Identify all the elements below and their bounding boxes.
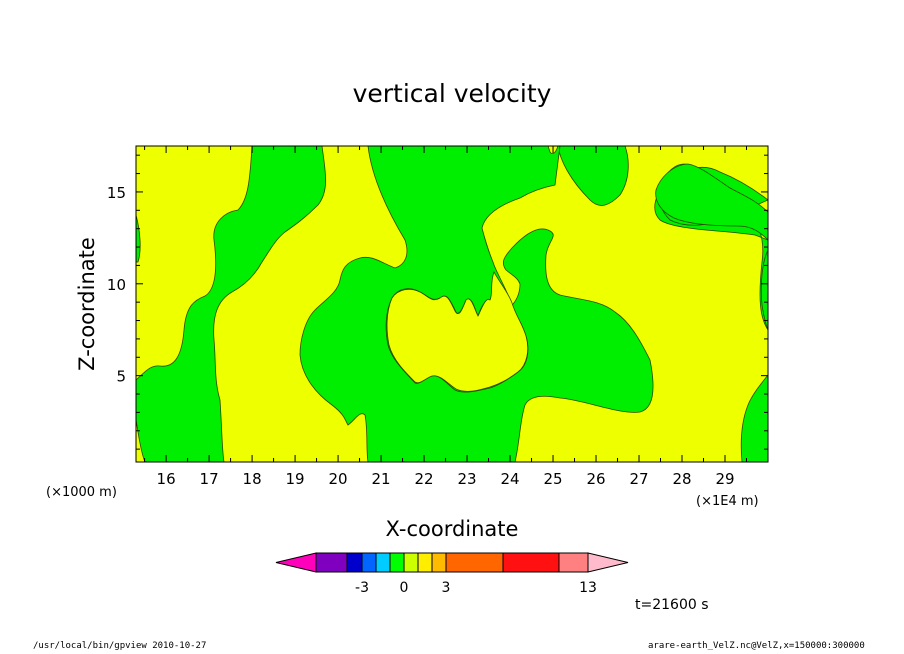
x-axis-label: X-coordinate: [386, 517, 519, 541]
x-tick-label: 26: [586, 470, 605, 488]
x-tick-label: 20: [329, 470, 348, 488]
x-tick-label: 25: [543, 470, 562, 488]
y-tick-label: 15: [107, 184, 126, 202]
time-label: t=21600 s: [635, 597, 709, 613]
contour-island: [386, 271, 529, 392]
y-tick-label: 10: [107, 276, 126, 294]
colorbar-segment: [275, 552, 317, 573]
x-tick-label: 23: [458, 470, 477, 488]
plot-area: [135, 145, 769, 463]
colorbar-tick-label: 3: [442, 580, 451, 596]
colorbar-segment: [389, 552, 405, 573]
contour-region-column-left: [136, 146, 326, 462]
x-tick-label: 18: [243, 470, 262, 488]
plot-frame: [135, 145, 769, 463]
y-axis-label: Z-coordinate: [75, 237, 99, 371]
colorbar-segment: [445, 552, 504, 573]
x-tick-label: 28: [672, 470, 691, 488]
x-tick-label: 24: [500, 470, 519, 488]
x-unit-right: (×1E4 m): [696, 494, 759, 509]
colorbar-tick-label: -3: [355, 580, 369, 596]
x-tick-label: 29: [715, 470, 734, 488]
x-tick-label: 27: [629, 470, 648, 488]
colorbar-segment: [403, 552, 419, 573]
x-tick-label: 17: [200, 470, 219, 488]
x-tick-label: 22: [415, 470, 434, 488]
colorbar-tick-label: 13: [579, 580, 597, 596]
colorbar-segment: [346, 552, 363, 573]
contour-region-right-bottom: [740, 374, 768, 462]
colorbar-segment: [502, 552, 560, 573]
colorbar-segment: [431, 552, 447, 573]
contour-region-center-main: [299, 146, 654, 462]
footer-right: arare-earth_VelZ.nc@VelZ,x=150000:300000: [648, 641, 865, 651]
contour-region-right-top: [655, 163, 768, 241]
y-tick-label: 5: [116, 368, 126, 386]
colorbar-segment: [361, 552, 377, 573]
x-tick-label: 16: [157, 470, 176, 488]
colorbar-segment: [315, 552, 348, 573]
chart-title: vertical velocity: [353, 79, 552, 108]
x-tick-label: 19: [286, 470, 305, 488]
colorbar-tick-label: 0: [400, 580, 409, 596]
footer-left: /usr/local/bin/gpview 2010-10-27: [33, 641, 207, 651]
colorbar-segment: [587, 552, 629, 573]
colorbar-segment: [375, 552, 391, 573]
x-tick-label: 21: [372, 470, 391, 488]
colorbar: [275, 552, 629, 573]
contour-region-right-mid: [760, 249, 768, 331]
contour-region-left: [136, 214, 141, 263]
colorbar-segment: [417, 552, 433, 573]
x-unit-left: (×1000 m): [46, 485, 117, 500]
colorbar-segment: [558, 552, 589, 573]
